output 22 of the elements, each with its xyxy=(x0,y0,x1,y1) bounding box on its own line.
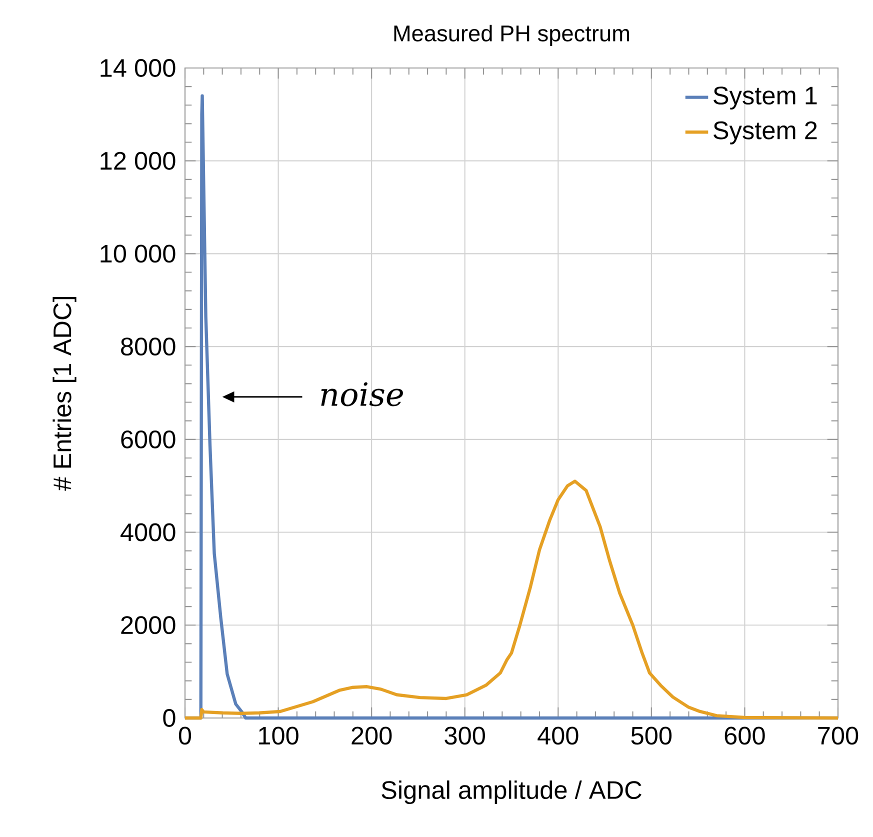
y-tick-label: 4000 xyxy=(120,523,176,542)
x-tick-label: 500 xyxy=(631,726,672,745)
y-axis-title: # Entries [1 ADC] xyxy=(52,296,76,491)
x-tick-label: 600 xyxy=(724,726,765,745)
annotation: noise xyxy=(321,382,403,406)
chart-title: Measured PH spectrum xyxy=(394,24,630,46)
y-tick-label: 0 xyxy=(163,709,176,727)
x-tick-label: 700 xyxy=(818,726,858,745)
y-tick-label: 2000 xyxy=(121,616,176,634)
x-axis-title: Signal amplitude / ADC xyxy=(382,780,642,804)
y-tick-label: 8000 xyxy=(121,338,176,356)
y-tick-label: 14 000 xyxy=(100,59,176,77)
y-tick-label: 10 000 xyxy=(100,244,176,263)
x-tick-label: 200 xyxy=(352,726,392,745)
y-tick-label: 6000 xyxy=(121,430,176,448)
x-tick-label: 100 xyxy=(259,726,298,745)
legend-label: System 1 xyxy=(714,86,817,110)
x-tick-label: 0 xyxy=(178,726,192,745)
y-tick-label: 12 000 xyxy=(100,152,176,170)
legend-label: System 2 xyxy=(714,121,817,144)
x-tick-label: 400 xyxy=(538,726,578,745)
x-tick-label: 300 xyxy=(444,726,485,745)
